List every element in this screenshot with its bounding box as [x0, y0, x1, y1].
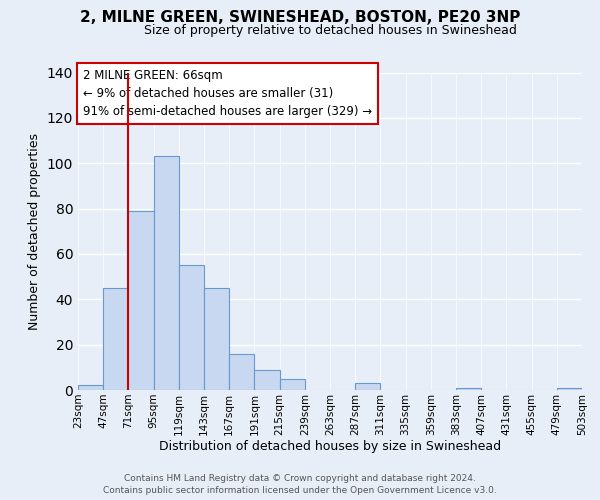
Text: 2 MILNE GREEN: 66sqm
← 9% of detached houses are smaller (31)
91% of semi-detach: 2 MILNE GREEN: 66sqm ← 9% of detached ho… [83, 70, 372, 118]
Bar [204, 288, 229, 390]
Bar [78, 386, 103, 390]
Bar [103, 288, 128, 390]
Bar [128, 211, 154, 390]
Bar [229, 354, 254, 390]
X-axis label: Distribution of detached houses by size in Swineshead: Distribution of detached houses by size … [159, 440, 501, 454]
Text: 2, MILNE GREEN, SWINESHEAD, BOSTON, PE20 3NP: 2, MILNE GREEN, SWINESHEAD, BOSTON, PE20… [80, 10, 520, 25]
Bar [254, 370, 280, 390]
Bar [179, 266, 204, 390]
Title: Size of property relative to detached houses in Swineshead: Size of property relative to detached ho… [143, 24, 517, 36]
Y-axis label: Number of detached properties: Number of detached properties [28, 132, 41, 330]
Bar [355, 383, 380, 390]
Bar [456, 388, 481, 390]
Bar [154, 156, 179, 390]
Bar [280, 378, 305, 390]
Bar [557, 388, 582, 390]
Text: Contains HM Land Registry data © Crown copyright and database right 2024.
Contai: Contains HM Land Registry data © Crown c… [103, 474, 497, 495]
